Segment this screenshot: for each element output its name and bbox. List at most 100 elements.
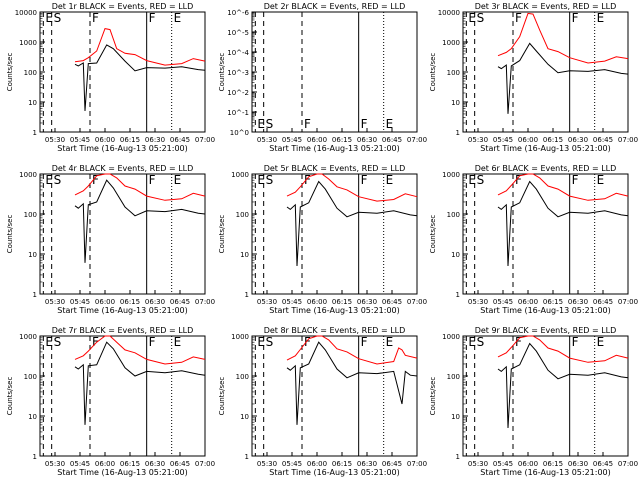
det-5-ylabel: Counts/sec [218, 215, 226, 254]
det-8-xtick-label: 06:00 [307, 460, 327, 468]
det-2-xlabel: Start Time (16-Aug-13 05:21:00) [269, 144, 400, 153]
det-6-marker-label: E [597, 173, 605, 187]
det-4-marker-label: F [149, 173, 156, 187]
det-6-xtick-label: 05:30 [468, 298, 488, 306]
det-3-marker-label: S [477, 11, 485, 25]
det-8-xtick-label: 06:15 [332, 460, 352, 468]
det-2-xtick-label: 05:30 [257, 136, 277, 144]
det-1-xtick-label: 06:30 [145, 136, 165, 144]
det-9-frame [462, 335, 629, 457]
det-2-marker-label: S [266, 117, 274, 131]
det-4-title: Det 4r BLACK = Events, RED = LLD [52, 164, 194, 173]
det-5-ytick-label: 1 [245, 291, 249, 299]
det-8-title: Det 8r BLACK = Events, RED = LLD [264, 326, 406, 335]
det-2-ytick-label: 10^-4 [227, 49, 249, 57]
det-6-xlabel: Start Time (16-Aug-13 05:21:00) [480, 306, 611, 315]
det-6-ylabel: Counts/sec [429, 215, 437, 254]
det-6-marker-label: F [515, 173, 522, 187]
det-6-frame [462, 173, 629, 295]
det-3-ytick-label: 100 [447, 69, 460, 77]
det-4-xtick-label: 06:00 [95, 298, 115, 306]
det-2-ytick-label: 10^-6 [227, 9, 249, 17]
det-8-xtick-label: 05:45 [282, 460, 302, 468]
det-4-ylabel: Counts/sec [6, 215, 14, 254]
det-6-xtick-label: 06:00 [518, 298, 538, 306]
det-3-xtick-label: 06:45 [593, 136, 613, 144]
det-8-marker-label: F [304, 335, 311, 349]
det-9-lld-series [497, 335, 629, 363]
det-9-xtick-label: 06:30 [568, 460, 588, 468]
det-4-marker-label: E [45, 173, 53, 187]
det-6-ytick-label: 100 [447, 211, 460, 219]
det-6-marker-label: S [477, 173, 485, 187]
det-7-marker-label: F [149, 335, 156, 349]
det-9-marker-label: E [597, 335, 605, 349]
det-4-marker-label: E [174, 173, 182, 187]
det-5-frame [251, 173, 418, 295]
det-1-marker-label: E [174, 11, 182, 25]
det-5-ytick-label: 10 [240, 251, 249, 259]
det-3-ytick-label: 10000 [438, 9, 460, 17]
det-7-xtick-label: 06:15 [120, 460, 140, 468]
det-8-marker-label: E [257, 335, 265, 349]
det-6-xtick-label: 06:30 [568, 298, 588, 306]
det-2-ytick-label: 10^-3 [227, 69, 249, 77]
det-1-ytick-label: 1000 [19, 39, 37, 47]
det-1-marker-label: S [54, 11, 62, 25]
det-9-xtick-label: 05:30 [468, 460, 488, 468]
det-1-events-series [74, 44, 206, 112]
det-3-xlabel: Start Time (16-Aug-13 05:21:00) [480, 144, 611, 153]
det-1-lld-series [74, 28, 206, 66]
det-6-ytick-label: 1 [456, 291, 460, 299]
det-4-xtick-label: 05:45 [70, 298, 90, 306]
det-1-frame [39, 11, 206, 133]
det-5-xtick-label: 05:30 [257, 298, 277, 306]
det-3-ytick-label: 10 [451, 99, 460, 107]
det-4-xtick-label: 06:30 [145, 298, 165, 306]
det-5-ytick-label: 1000 [231, 171, 249, 179]
det-4-marker-label: S [54, 173, 62, 187]
det-1-xtick-label: 06:15 [120, 136, 140, 144]
det-3-xtick-label: 05:45 [493, 136, 513, 144]
det-1-xtick-label: 07:00 [195, 136, 215, 144]
det-7-xtick-label: 06:30 [145, 460, 165, 468]
det-7-marker-label: S [54, 335, 62, 349]
det-2-title: Det 2r BLACK = Events, RED = LLD [264, 2, 406, 11]
det-5-marker-label: F [304, 173, 311, 187]
det-2-ylabel: Counts/sec [218, 53, 226, 92]
det-1-title: Det 1r BLACK = Events, RED = LLD [52, 2, 194, 11]
det-2-ytick-label: 10^-5 [227, 29, 249, 37]
det-8-xlabel: Start Time (16-Aug-13 05:21:00) [269, 468, 400, 477]
det-2-ytick-label: 10^-1 [227, 109, 249, 117]
det-7-ytick-label: 10 [28, 413, 37, 421]
det-2-xtick-label: 06:15 [332, 136, 352, 144]
det-4-ytick-label: 1000 [19, 171, 37, 179]
det-3-marker-label: F [515, 11, 522, 25]
det-8-lld-series [286, 335, 418, 365]
det-7-ytick-label: 100 [24, 373, 37, 381]
det-8-xtick-label: 06:30 [357, 460, 377, 468]
det-9-ytick-label: 10 [451, 413, 460, 421]
det-4-xtick-label: 05:30 [45, 298, 65, 306]
det-3-marker-label: E [468, 11, 476, 25]
det-1-marker-label: F [92, 11, 99, 25]
det-9-xlabel: Start Time (16-Aug-13 05:21:00) [480, 468, 611, 477]
det-1-ytick-label: 10 [28, 99, 37, 107]
det-8-marker-label: E [386, 335, 394, 349]
det-4-frame [39, 173, 206, 295]
det-7-ylabel: Counts/sec [6, 377, 14, 416]
det-7-marker-label: E [45, 335, 53, 349]
det-3-xtick-label: 06:00 [518, 136, 538, 144]
det-7-marker-label: E [174, 335, 182, 349]
det-3-xtick-label: 07:00 [618, 136, 638, 144]
det-2-xtick-label: 06:00 [307, 136, 327, 144]
det-5-xtick-label: 07:00 [407, 298, 427, 306]
det-3-ytick-label: 1 [456, 129, 460, 137]
det-3-xtick-label: 06:15 [543, 136, 563, 144]
det-9-ylabel: Counts/sec [429, 377, 437, 416]
det-7-title: Det 7r BLACK = Events, RED = LLD [52, 326, 194, 335]
det-9-ytick-label: 1000 [442, 333, 460, 341]
det-4-events-series [74, 179, 206, 263]
det-9-xtick-label: 07:00 [618, 460, 638, 468]
